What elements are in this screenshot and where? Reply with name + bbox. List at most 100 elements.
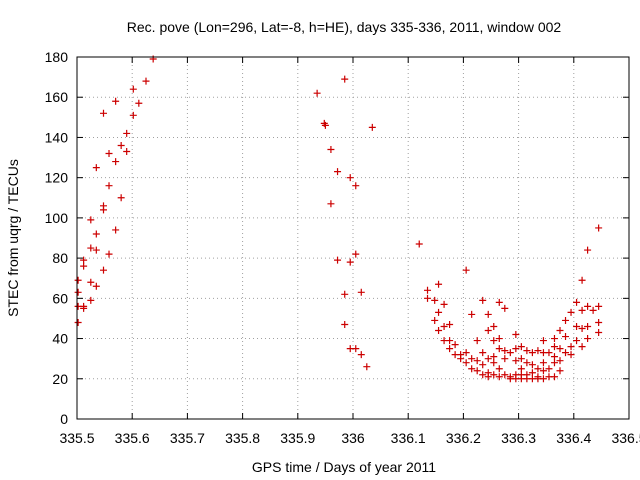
data-point	[446, 320, 454, 328]
y-axis-label: STEC from uqrg / TECUs	[5, 159, 21, 317]
data-point	[562, 316, 570, 324]
data-point	[352, 182, 360, 190]
y-tick-label: 80	[52, 250, 68, 266]
data-point	[584, 322, 592, 330]
data-point	[595, 302, 603, 310]
data-point	[556, 367, 564, 375]
x-tick-label: 335.8	[225, 430, 260, 446]
data-point	[473, 337, 481, 345]
data-point	[87, 278, 95, 286]
data-point	[495, 345, 503, 353]
y-tick-label: 40	[52, 331, 68, 347]
data-point	[92, 164, 100, 172]
data-point	[424, 286, 432, 294]
data-point	[484, 373, 492, 381]
data-point	[562, 349, 570, 357]
data-point	[435, 280, 443, 288]
data-point	[346, 174, 354, 182]
data-point	[74, 288, 82, 296]
data-point	[539, 375, 547, 383]
x-tick-label: 335.7	[170, 430, 205, 446]
data-point	[142, 77, 150, 85]
data-point	[462, 266, 470, 274]
data-point	[357, 351, 365, 359]
data-point	[117, 141, 125, 149]
x-tick-label: 335.6	[115, 430, 150, 446]
x-tick-label: 336.3	[501, 430, 536, 446]
data-point	[462, 359, 470, 367]
data-point	[112, 226, 120, 234]
x-tick-label: 336.2	[446, 430, 481, 446]
data-point	[424, 294, 432, 302]
data-point	[87, 216, 95, 224]
data-point	[589, 306, 597, 314]
data-point	[352, 345, 360, 353]
data-point	[468, 355, 476, 363]
data-point	[545, 349, 553, 357]
data-point	[490, 353, 498, 361]
data-point	[512, 345, 520, 353]
data-point	[468, 310, 476, 318]
data-point	[473, 367, 481, 375]
data-point	[539, 337, 547, 345]
x-tick-label: 336.5	[611, 430, 640, 446]
data-point	[595, 329, 603, 337]
data-point	[506, 349, 514, 357]
data-point	[556, 357, 564, 365]
x-tick-label: 336	[341, 430, 365, 446]
data-point	[584, 246, 592, 254]
data-point	[479, 349, 487, 357]
data-point	[80, 256, 88, 264]
data-point	[495, 373, 503, 381]
data-point	[473, 357, 481, 365]
data-point	[584, 335, 592, 343]
data-point	[74, 276, 82, 284]
data-point	[479, 361, 487, 369]
y-tick-labels: 0 20 40 60 80 100 120 140 160 180	[45, 49, 69, 427]
data-point	[431, 296, 439, 304]
data-point	[334, 256, 342, 264]
data-point	[567, 351, 575, 359]
data-point	[99, 266, 107, 274]
y-tick-label: 160	[45, 89, 69, 105]
data-point	[87, 296, 95, 304]
data-point	[495, 335, 503, 343]
data-point	[352, 250, 360, 258]
data-point	[490, 322, 498, 330]
data-point	[550, 335, 558, 343]
data-point	[523, 359, 531, 367]
data-point	[517, 343, 525, 351]
data-point	[528, 361, 536, 369]
data-point	[479, 371, 487, 379]
data-point	[446, 337, 454, 345]
data-point	[495, 365, 503, 373]
data-point	[523, 347, 531, 355]
data-point	[479, 296, 487, 304]
data-point	[457, 355, 465, 363]
y-tick-label: 120	[45, 170, 69, 186]
data-point	[578, 325, 586, 332]
data-point	[440, 322, 448, 330]
data-point	[321, 121, 329, 129]
data-point	[517, 355, 525, 363]
data-point	[440, 300, 448, 308]
y-tick-label: 140	[45, 129, 69, 145]
data-point	[105, 182, 113, 190]
data-point	[528, 349, 536, 357]
data-point	[490, 371, 498, 379]
data-point	[123, 148, 131, 156]
data-point	[556, 345, 564, 353]
data-point	[117, 194, 125, 202]
data-point	[512, 357, 520, 365]
data-point	[484, 355, 492, 363]
data-point	[415, 240, 423, 248]
data-point	[135, 99, 143, 107]
data-point	[363, 363, 371, 371]
data-point	[595, 224, 603, 232]
data-point	[451, 341, 459, 349]
data-point	[490, 337, 498, 345]
data-point	[468, 365, 476, 373]
x-axis-label: GPS time / Days of year 2011	[252, 459, 436, 475]
data-point	[562, 333, 570, 341]
